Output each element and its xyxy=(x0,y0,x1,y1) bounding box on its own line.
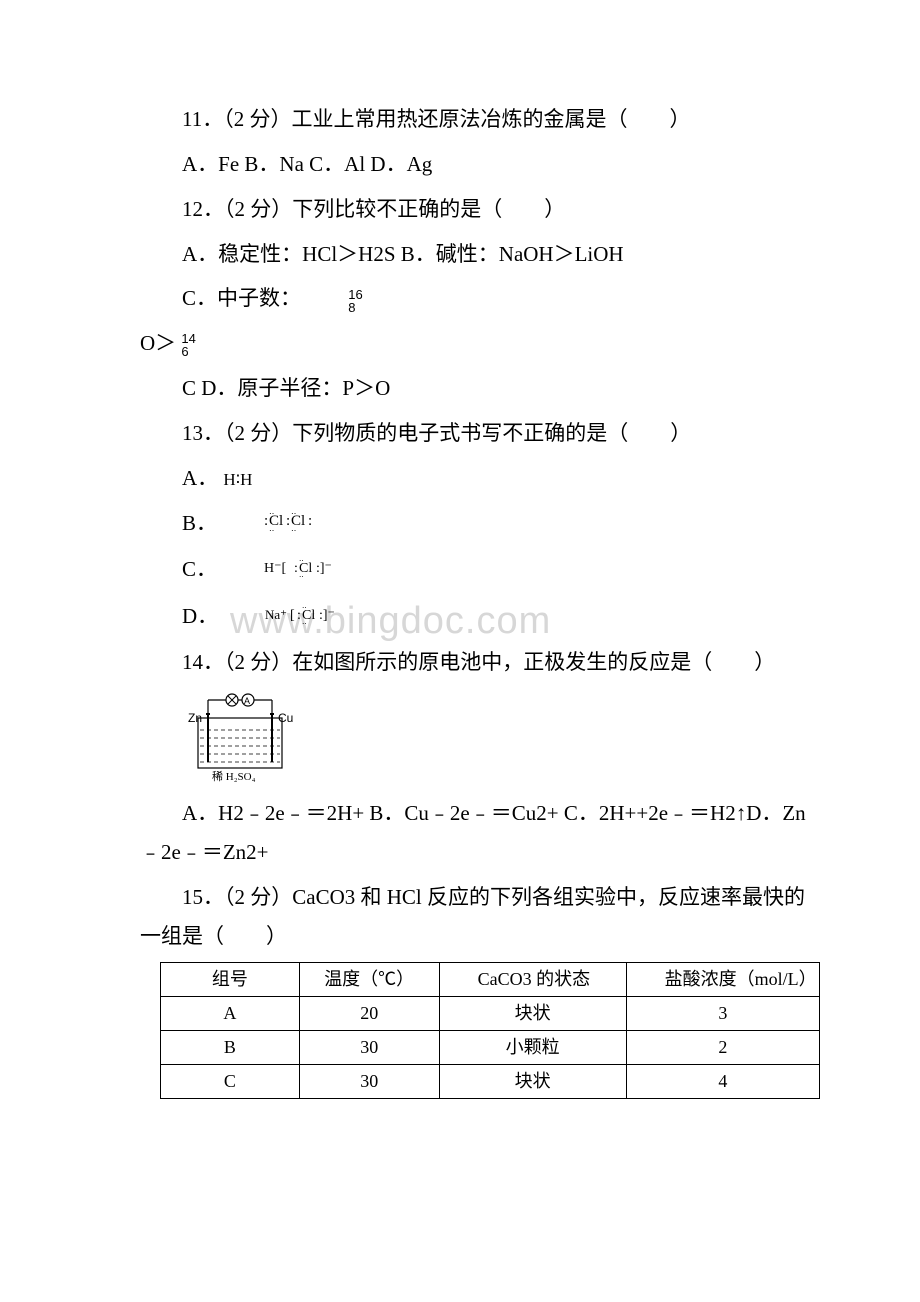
svg-text::]⁻: :]⁻ xyxy=(319,608,335,623)
svg-text:稀 H₂SO₄: 稀 H₂SO₄ xyxy=(212,770,256,783)
nuclide-16-8-icon: 16 8 xyxy=(306,288,362,314)
svg-text:A: A xyxy=(244,696,250,706)
q13-option-c: C． H⁻[ : ‥ Cl ‥ :]⁻ xyxy=(140,550,820,591)
table-cell: 20 xyxy=(299,996,439,1030)
table-cell: 4 xyxy=(626,1065,819,1099)
table-cell: A xyxy=(161,996,300,1030)
q12-o-gt: O＞ xyxy=(140,331,176,355)
table-cell: 30 xyxy=(299,1065,439,1099)
q12-option-c-line1: C．中子数： 16 8 xyxy=(140,279,820,318)
svg-text::]⁻: :]⁻ xyxy=(316,561,332,576)
svg-text:Na⁺: Na⁺ xyxy=(265,607,287,622)
svg-text:[: [ xyxy=(290,608,295,623)
electron-formula-nacl-icon: Na⁺ [ : ‥ Cl ‥ :]⁻ xyxy=(223,599,360,638)
q11-stem: 11．（2 分）工业上常用热还原法冶炼的金属是（ ） xyxy=(140,100,820,139)
electron-formula-h2-icon: H∶H xyxy=(223,470,252,489)
table-cell: B xyxy=(161,1031,300,1065)
table-cell: 块状 xyxy=(439,1065,626,1099)
table-row: B 30 小颗粒 2 xyxy=(161,1031,820,1065)
svg-text::: : xyxy=(286,513,290,529)
svg-text:‥: ‥ xyxy=(299,571,304,578)
q13-option-a: A． H∶H xyxy=(140,459,820,498)
q12-option-c-line2: O＞ 14 6 xyxy=(140,324,820,363)
table-cell: 块状 xyxy=(439,996,626,1030)
svg-text::: : xyxy=(308,513,312,529)
q13-a-prefix: A． xyxy=(182,466,218,490)
electron-formula-cl2-icon: : ‥ Cl ‥ : ‥ Cl ‥ : xyxy=(222,505,320,544)
electron-formula-hcl-anion-icon: H⁻[ : ‥ Cl ‥ :]⁻ xyxy=(222,552,349,591)
q12-option-a-b: A．稳定性：HCl＞H2S B．碱性：NaOH＞LiOH xyxy=(140,235,820,274)
svg-text::: : xyxy=(294,561,298,576)
svg-text:‥: ‥ xyxy=(269,524,274,531)
q12-c-prefix: C．中子数： xyxy=(182,286,301,310)
svg-text::: : xyxy=(297,608,301,623)
galvanic-cell-diagram-icon: A Zn Cu 稀 H₂SO₄ xyxy=(188,688,820,788)
q13-option-d: D． Na⁺ [ : ‥ Cl ‥ :]⁻ xyxy=(140,597,820,638)
table-cell: 3 xyxy=(626,996,819,1030)
table-row: A 20 块状 3 xyxy=(161,996,820,1030)
table-cell: 30 xyxy=(299,1031,439,1065)
q12-option-d: C D．原子半径：P＞O xyxy=(140,369,820,408)
q13-d-prefix: D． xyxy=(182,604,218,628)
table-header-cell: 温度（℃） xyxy=(299,962,439,996)
table-header-cell: 组号 xyxy=(161,962,300,996)
nuclide-14-6-icon: 14 6 xyxy=(181,332,195,358)
table-cell: C xyxy=(161,1065,300,1099)
table-header-row: 组号 温度（℃） CaCO3 的状态 盐酸浓度（mol/L） xyxy=(161,962,820,996)
table-row: C 30 块状 4 xyxy=(161,1065,820,1099)
svg-text:Cu: Cu xyxy=(278,711,293,725)
q15-table: 组号 温度（℃） CaCO3 的状态 盐酸浓度（mol/L） A 20 块状 3… xyxy=(160,962,820,1100)
table-cell: 2 xyxy=(626,1031,819,1065)
table-header-cell: CaCO3 的状态 xyxy=(439,962,626,996)
q15-stem: 15．（2 分）CaCO3 和 HCl 反应的下列各组实验中，反应速率最快的一组… xyxy=(140,878,820,956)
svg-text:H⁻[: H⁻[ xyxy=(264,561,287,576)
q12-stem: 12．（2 分）下列比较不正确的是（ ） xyxy=(140,190,820,229)
svg-text::: : xyxy=(264,513,268,529)
table-header-cell: 盐酸浓度（mol/L） xyxy=(626,962,819,996)
svg-text:‥: ‥ xyxy=(302,618,307,625)
svg-text:‥: ‥ xyxy=(291,524,296,531)
q11-options: A．Fe B．Na C．Al D．Ag xyxy=(140,145,820,184)
q14-options: A．H2﹣2e﹣＝2H+ B．Cu﹣2e﹣＝Cu2+ C．2H++2e﹣＝H2↑… xyxy=(140,794,820,872)
q13-option-b: B． : ‥ Cl ‥ : ‥ Cl ‥ : xyxy=(140,504,820,545)
q13-c-prefix: C． xyxy=(182,557,217,581)
table-cell: 小颗粒 xyxy=(439,1031,626,1065)
q13-stem: 13．（2 分）下列物质的电子式书写不正确的是（ ） xyxy=(140,414,820,453)
q13-b-prefix: B． xyxy=(182,511,217,535)
q14-stem: 14．（2 分）在如图所示的原电池中，正极发生的反应是（ ） xyxy=(140,643,820,682)
svg-text:Zn: Zn xyxy=(188,711,202,725)
